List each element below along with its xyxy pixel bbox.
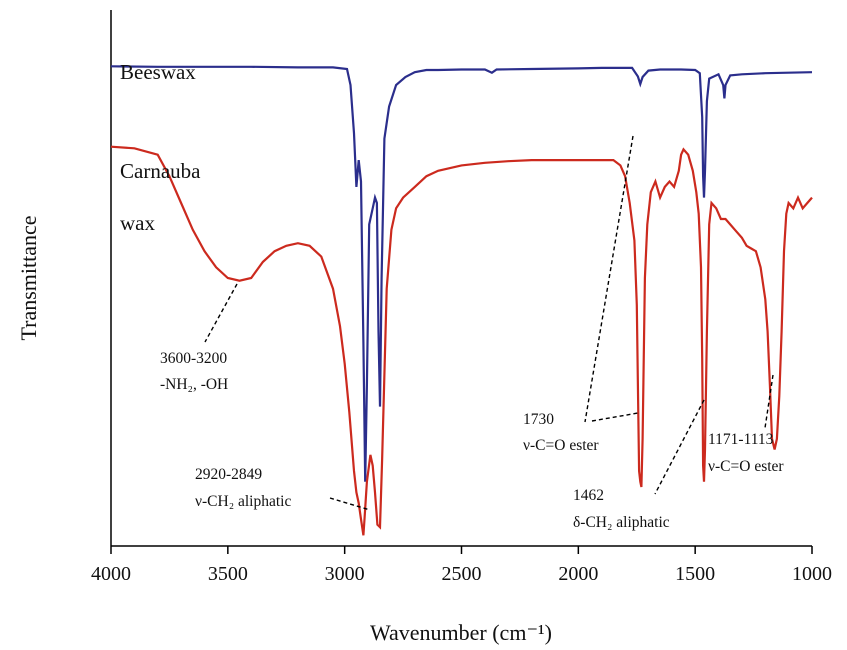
x-tick-label: 1500	[675, 563, 715, 585]
annotation-range: 1730	[523, 411, 554, 428]
x-axis-title: Wavenumber (cm⁻¹)	[370, 620, 552, 645]
x-tick-label: 3500	[208, 563, 248, 585]
annotation-range: 2920-2849	[195, 466, 262, 483]
annotation-range: 1462	[573, 487, 604, 504]
x-tick-label: 1000	[792, 563, 832, 585]
leader-3600-3200	[204, 283, 238, 343]
leader-1730-a	[584, 135, 634, 423]
annotation-2920-2849: 2920-2849 ν-CH₂ aliphatic	[195, 466, 291, 510]
annotation-assignment: ν-CH₂ aliphatic	[195, 493, 291, 510]
x-tick-label: 2500	[442, 563, 482, 585]
annotation-1171-1113: 1171-1113 ν-C=O ester	[708, 431, 784, 475]
series-label-wax: wax	[120, 211, 155, 235]
annotation-range: 3600-3200	[160, 350, 227, 367]
leader-1730-b	[591, 412, 639, 422]
y-axis-title: Transmittance	[16, 215, 41, 340]
carnauba-series-line	[110, 145, 813, 536]
annotation-assignment: δ-CH₂ aliphatic	[573, 514, 670, 531]
leader-1462	[654, 399, 705, 495]
annotation-assignment: -NH₂, -OH	[160, 376, 228, 393]
series-label-beeswax: Beeswax	[120, 60, 196, 84]
annotation-3600-3200: 3600-3200 -NH₂, -OH	[160, 350, 228, 393]
x-tick-label: 3000	[325, 563, 365, 585]
leader-1171-1113	[764, 374, 774, 429]
x-tick-label: 4000	[91, 563, 131, 585]
annotation-range: 1171-1113	[708, 431, 774, 448]
leader-2920-2849	[329, 497, 371, 511]
x-ticks: 4000 3500 3000 2500 2000 1500 1000	[91, 546, 832, 585]
beeswax-series-line	[110, 65, 813, 482]
annotation-1462: 1462 δ-CH₂ aliphatic	[573, 487, 670, 531]
annotation-1730: 1730 ν-C=O ester	[523, 411, 599, 454]
series-label-carnauba: Carnauba	[120, 159, 201, 183]
annotation-leaders	[204, 135, 774, 511]
x-tick-label: 2000	[558, 563, 598, 585]
annotation-assignment: ν-C=O ester	[523, 437, 599, 454]
annotation-assignment: ν-C=O ester	[708, 458, 784, 475]
